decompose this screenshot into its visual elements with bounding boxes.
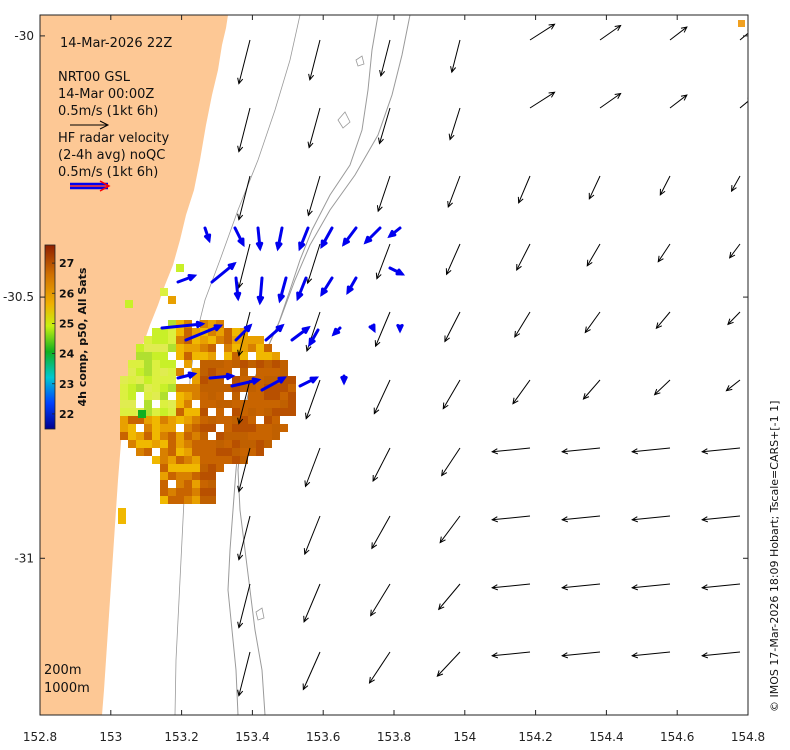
x-tick-label: 154.8 xyxy=(731,730,765,744)
y-tick-label: -30 xyxy=(14,29,34,43)
colorbar-tick: 26 xyxy=(59,287,75,300)
x-tick-label: 153.4 xyxy=(235,730,269,744)
x-tick-label: 154 xyxy=(453,730,476,744)
x-tick-label: 152.8 xyxy=(23,730,57,744)
x-tick-label: 154.6 xyxy=(660,730,694,744)
isobath-label-1000m: 1000m xyxy=(44,681,90,696)
map-time-title: 14-Mar-2026 22Z xyxy=(60,36,172,51)
credit-text: © IMOS 17-Mar-2026 18:09 Hobart; Tscale=… xyxy=(768,401,781,712)
x-tick-label: 153 xyxy=(99,730,122,744)
y-tick-label: -31 xyxy=(14,551,34,565)
x-tick-label: 154.4 xyxy=(589,730,623,744)
colorbar-tick: 24 xyxy=(59,348,75,361)
isobath-shelf xyxy=(174,15,301,715)
x-tick-label: 153.8 xyxy=(377,730,411,744)
seamount-contour xyxy=(255,55,365,621)
x-tick-label: 153.2 xyxy=(164,730,198,744)
hf-radar-velocity-arrows xyxy=(160,226,406,392)
radar-scale: 0.5m/s (1kt 6h) xyxy=(58,165,158,180)
y-tick-label: -30.5 xyxy=(3,290,34,304)
radar-label-line1: HF radar velocity xyxy=(58,131,170,146)
model-scale: 0.5m/s (1kt 6h) xyxy=(58,104,158,119)
y-axis: -30 -30.5 -31 xyxy=(3,29,748,565)
model-time: 14-Mar 00:00Z xyxy=(58,87,154,102)
x-tick-label: 153.6 xyxy=(306,730,340,744)
model-name: NRT00 GSL xyxy=(58,70,131,85)
radar-label-line2: (2-4h avg) noQC xyxy=(58,148,165,163)
colorbar-tick: 23 xyxy=(59,378,74,391)
radar-scale-arrow xyxy=(70,180,111,192)
model-velocity-arrows xyxy=(237,23,748,697)
colorbar-tick: 27 xyxy=(59,257,74,270)
x-axis: 152.8 153 153.2 153.4 153.6 153.8 154 154.2 154.… xyxy=(23,15,765,744)
sst-colorbar: 27 26 25 24 23 22 4h comp, p50, All Sats xyxy=(44,244,89,430)
isobath-label-200m: 200m xyxy=(44,663,81,678)
sst-composite xyxy=(118,264,296,524)
x-tick-label: 154.2 xyxy=(518,730,552,744)
colorbar-label: 4h comp, p50, All Sats xyxy=(76,267,89,406)
corner-marker xyxy=(738,20,745,27)
colorbar-tick: 25 xyxy=(59,317,74,330)
model-scale-arrow xyxy=(70,120,110,130)
colorbar-tick: 22 xyxy=(59,408,74,421)
